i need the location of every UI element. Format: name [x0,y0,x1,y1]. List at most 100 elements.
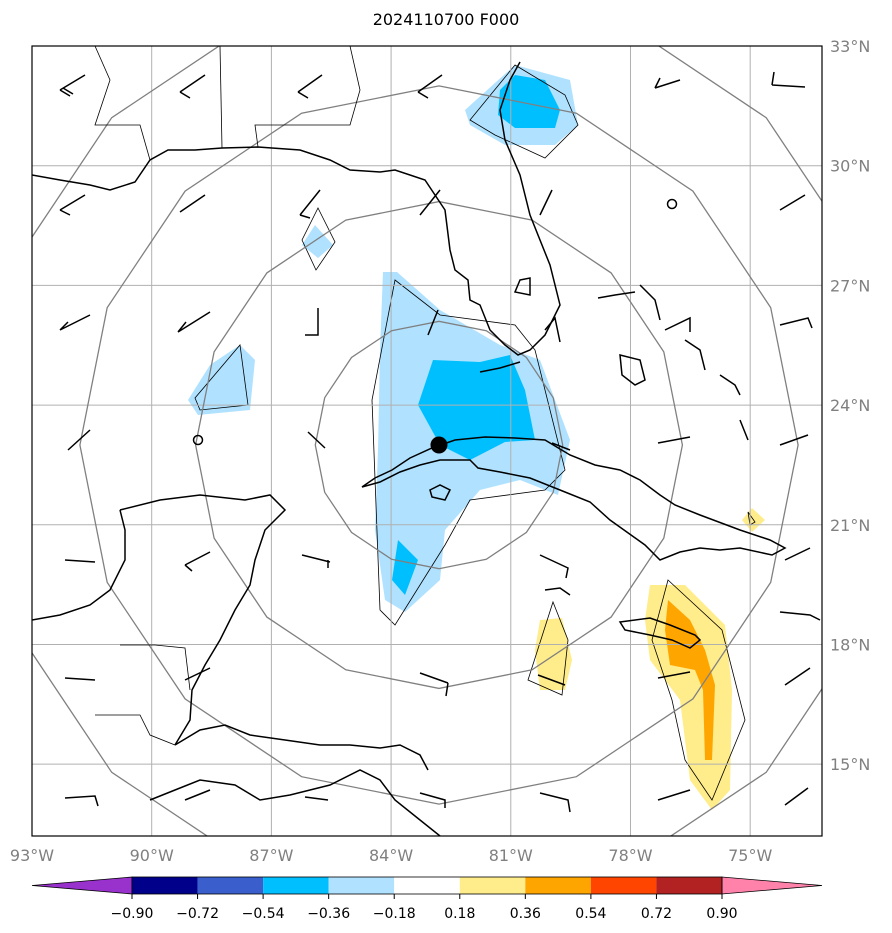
wind-barb [539,554,569,579]
wind-barb [779,317,813,329]
wind-barb [419,189,441,216]
colorbar-bin [132,877,198,894]
colorbar-tick-label: 0.18 [444,906,475,922]
wind-barb [304,796,329,801]
colorbar-tick-label: −0.90 [111,906,154,922]
longitude-label: 90°W [130,846,174,865]
neg-anomaly-dark-south [392,540,418,595]
wind-barb [297,74,323,99]
wind-barb [539,792,571,813]
colorbar-tick-label: −0.54 [242,906,285,922]
latitude-label: 21°N [830,516,870,535]
colorbar-extend-low [31,876,133,895]
wind-barb [67,429,91,451]
border-3 [254,46,361,148]
colorbar-bin [656,877,722,894]
wind-barb [59,194,86,216]
neg-anomaly-dark-georgia [498,75,560,128]
neg-anomaly-light-panhandle [302,225,333,258]
wind-barbs [59,71,813,813]
coast-florida-gulf [32,61,561,356]
wind-barb [784,667,811,686]
border-4 [120,644,191,691]
latitude-label: 30°N [830,157,870,176]
wind-barb [419,672,449,697]
longitude-label: 87°W [249,846,293,865]
wind-barb [654,77,681,89]
lat-lon-grid [32,46,822,836]
storm-center-marker [430,436,448,454]
calm-wind-circle [192,434,204,446]
latitude-labels: 33°N 30°N 27°N 24°N 21°N 18°N 15°N [830,37,870,774]
range-ring [79,85,799,805]
wind-barb [779,434,809,446]
coast-yucatan [119,494,429,771]
pos-anomaly-orange-east [665,600,715,760]
longitude-label: 93°W [10,846,54,865]
wind-barb [419,792,446,808]
latitude-label: 33°N [830,37,870,56]
longitude-label: 78°W [608,846,652,865]
map-title: 2024110700 F000 [372,10,520,29]
wind-barb [184,789,211,801]
wind-barb [784,547,811,561]
colorbar-bin [263,877,329,894]
wind-barb [657,789,691,801]
coast-bahamas-4 [684,339,706,371]
coast-south-america [149,769,441,836]
coastlines [32,61,821,836]
wind-barb [657,671,691,679]
coast-jamaica [544,587,571,596]
coast-bahamas-2 [639,284,661,321]
contour-central [527,600,569,696]
border-2 [219,46,223,149]
contour-gulf [371,279,566,626]
colorbar-bin [394,877,460,894]
neg-anomaly-dark-gulf [418,355,535,460]
wind-barb [539,189,553,216]
coast-puerto-rico [779,611,821,621]
wind-barb [59,74,86,97]
wind-barb [184,551,211,572]
latitude-label: 27°N [830,276,870,295]
wind-barb [784,787,809,806]
contour-east [651,579,746,801]
anomaly-contours [194,64,756,801]
wind-barb [59,314,91,331]
coast-hispaniola [618,617,702,649]
wind-barb [417,74,443,99]
colorbar-tick-label: 0.72 [641,906,672,922]
coast-cuba [361,436,787,561]
wind-barb [544,316,561,343]
wind-barb [307,431,326,449]
wind-barb [427,309,439,336]
wind-barb [179,194,206,213]
coast-cuba-inner [513,277,531,296]
colorbar-bin [590,877,657,894]
wind-barb [771,71,806,88]
latitude-label: 15°N [830,755,870,774]
colorbar-bin [328,877,395,894]
latitude-label: 24°N [830,396,870,415]
wind-barb [64,677,96,681]
colorbar-bin [197,877,264,894]
longitude-label: 84°W [369,846,413,865]
colorbar-tick-label: 0.36 [510,906,541,922]
shaded-anomaly-layer [188,65,765,810]
wind-barb [179,74,206,99]
coast-bahamas-1 [597,291,636,299]
wind-barb [299,189,321,219]
pos-anomaly-light-central [535,618,572,690]
longitude-label: 75°W [728,846,772,865]
coast-mexico-west [32,509,126,621]
wind-barb [779,194,806,211]
map-frame [31,45,823,837]
colorbar-outline [131,876,723,895]
coast-bahamas-3 [619,354,646,386]
wind-barb [537,674,566,686]
range-ring [32,46,822,836]
wind-barb [664,316,691,332]
coast-bahamas-5 [719,374,741,396]
wind-barb [64,559,96,563]
